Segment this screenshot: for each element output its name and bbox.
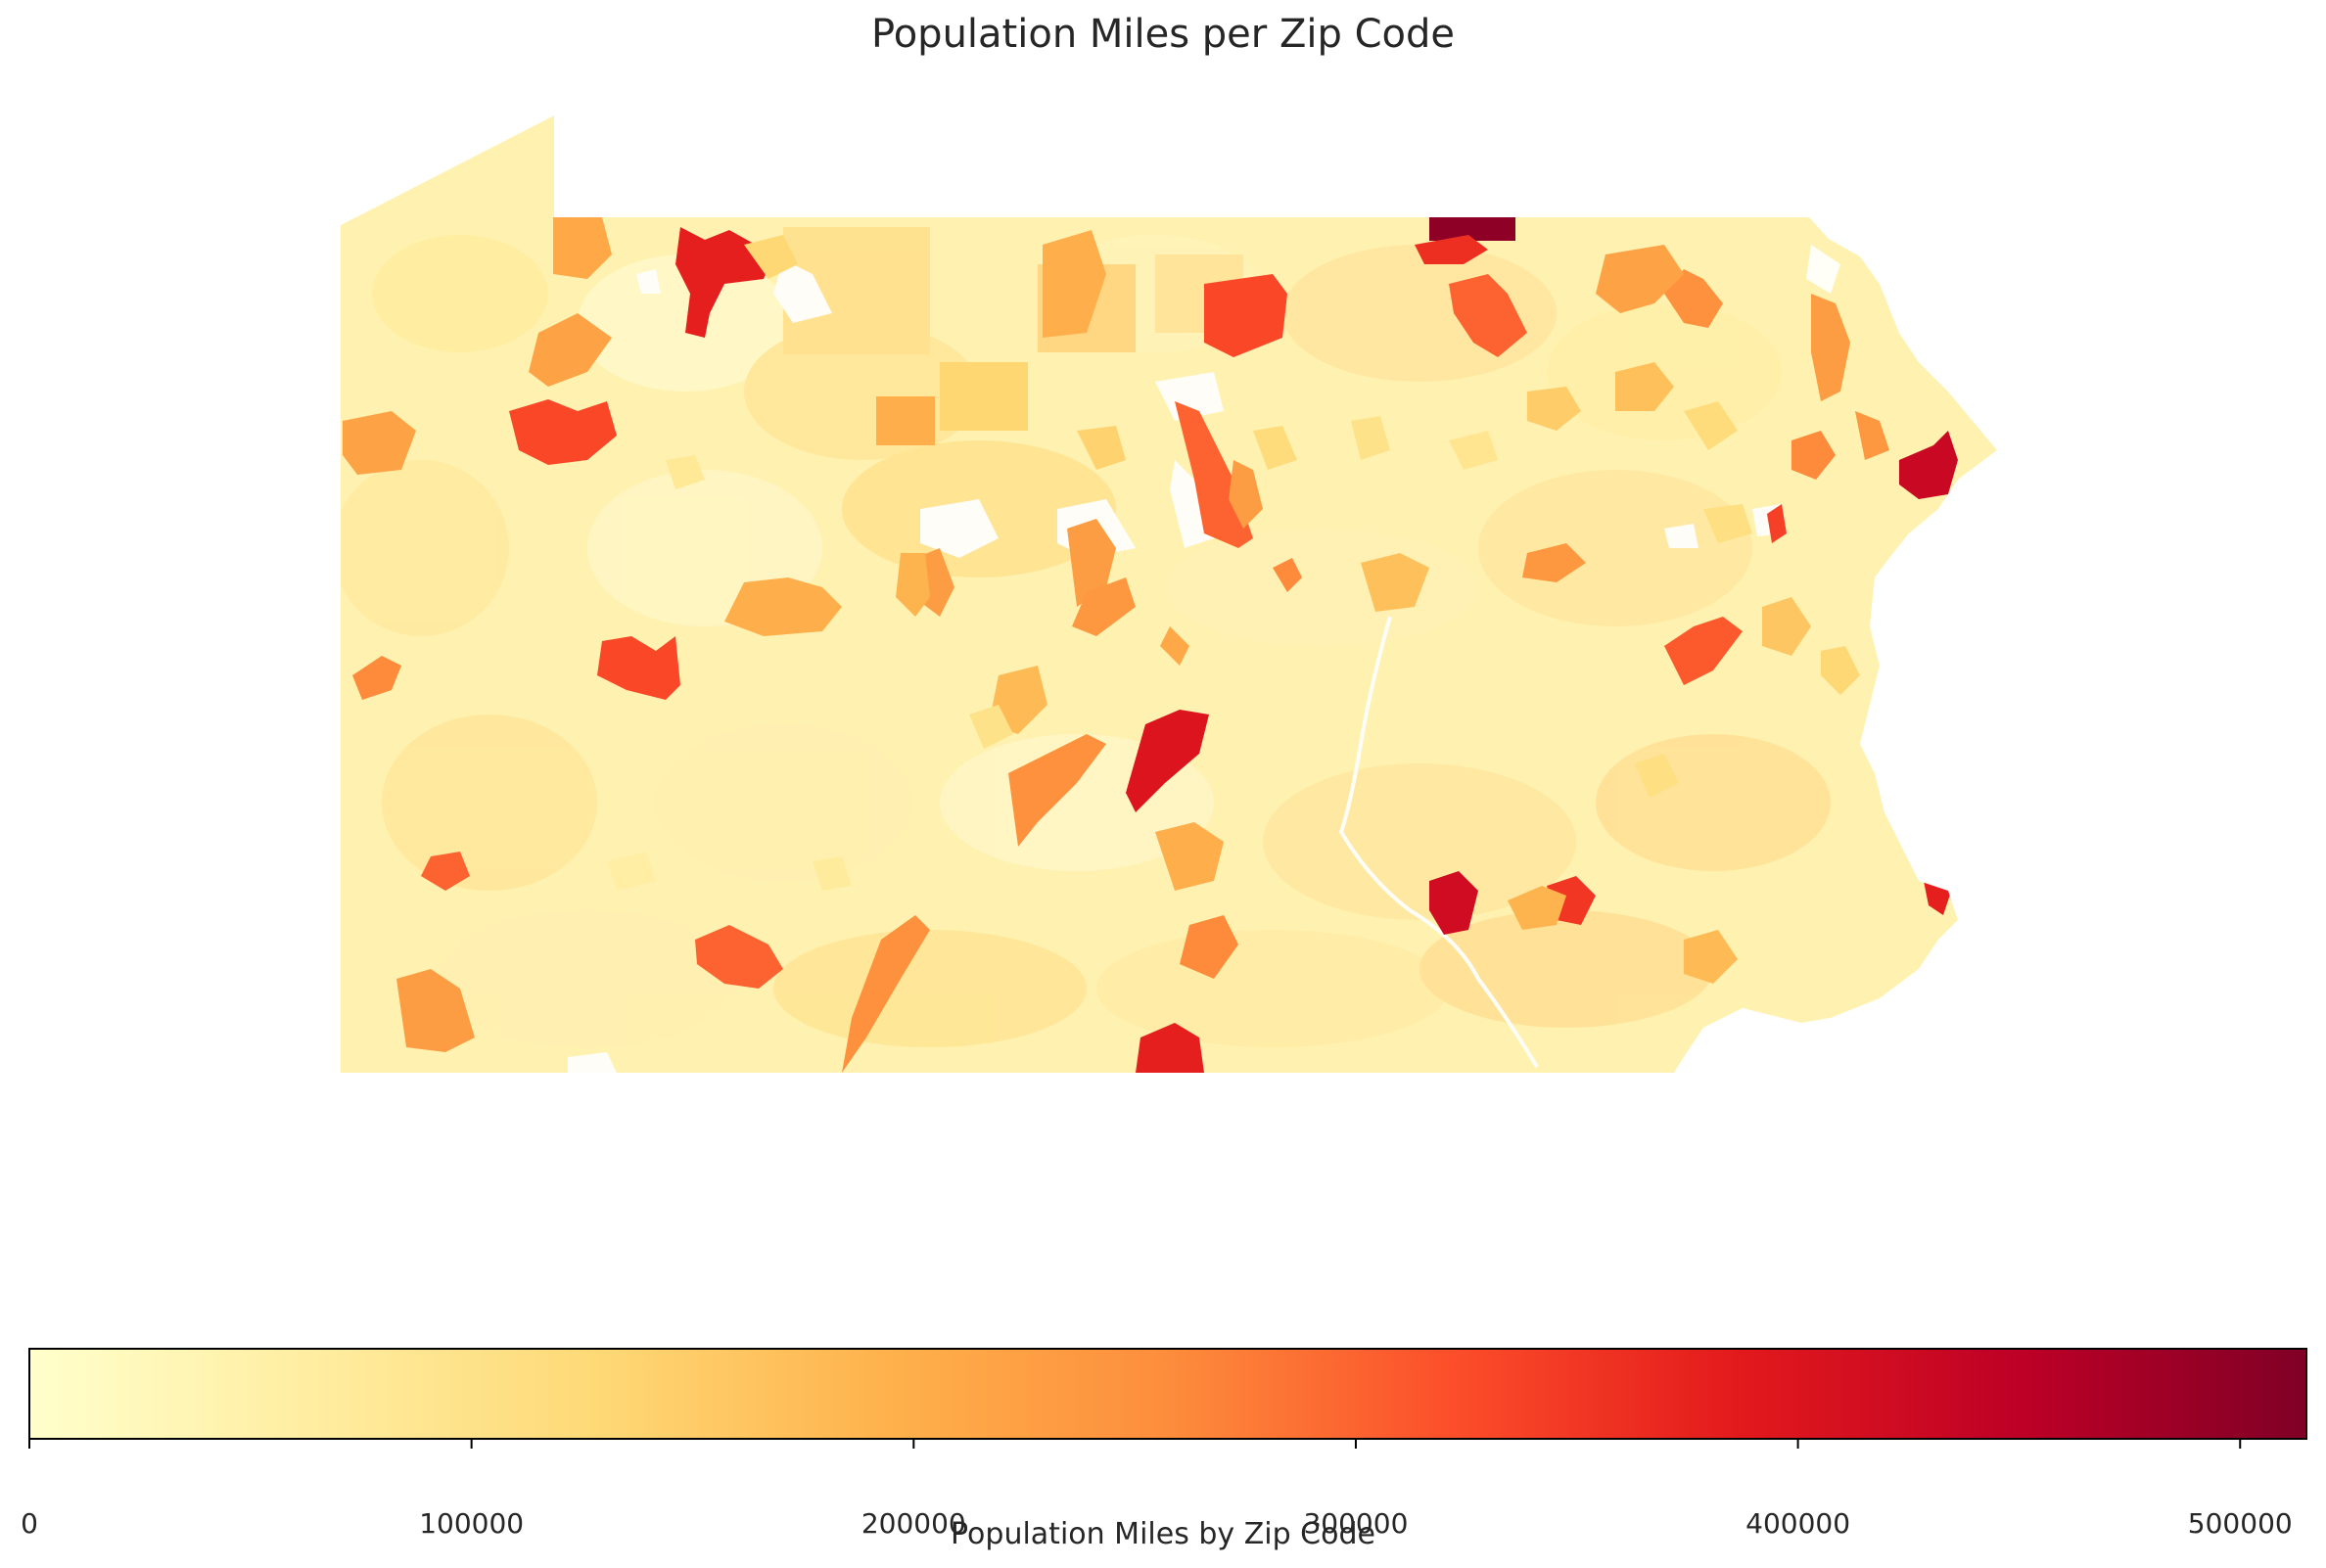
zip-area-35 [553,217,612,279]
zip-area-49 [1615,362,1674,411]
zip-area-59 [607,852,656,891]
colorbar-tick-label: 500000 [2187,1507,2293,1540]
zip-area-57 [1449,431,1498,470]
zip-area-51 [1821,646,1860,695]
zip-area-6 [1449,274,1527,357]
colorbar-label: Population Miles by Zip Code [951,1517,1375,1551]
zip-area-63 [969,705,1013,749]
zip-area-12 [597,636,680,700]
zip-area-56 [1351,416,1390,460]
zip-area-27 [1273,558,1302,592]
colorbar-tick-label: 0 [21,1507,38,1540]
colorbar-tick-label: 100000 [419,1507,525,1540]
zip-area-31 [1811,294,1850,401]
zip-area-10 [1429,871,1478,935]
zip-area-52 [1527,387,1581,431]
zip-area-40 [1155,822,1224,891]
zip-area-7 [509,399,617,465]
zip-area-46 [1684,930,1738,984]
colorbar-tick-label: 200000 [861,1507,966,1540]
zip-area-58 [666,455,705,489]
zip-area-8 [1175,401,1253,548]
zip-area-55 [1253,426,1297,470]
zip-area-37 [529,313,612,387]
zip-area-18 [842,915,930,1073]
zip-area-61 [1635,754,1679,798]
zip-area-50 [1684,401,1738,450]
zip-area-60 [813,856,852,891]
zip-area-17 [1008,734,1106,847]
colorbar-tick-label: 300000 [1303,1507,1409,1540]
zip-area-24 [1072,577,1136,636]
zip-area-34 [1043,230,1106,338]
zip-area-9 [1126,710,1209,812]
zip-area-3 [675,227,773,338]
highlighted-zip-areas [343,217,1958,1073]
zip-area-30 [1664,269,1723,328]
state-outline [341,115,1997,1073]
zip-area-62 [744,235,798,279]
zip-area-45 [1508,886,1566,930]
zip-area-14 [1664,617,1743,685]
colorbar-tick-label: 400000 [1745,1507,1851,1540]
zip-area-42 [896,553,930,617]
zip-area-54 [1703,504,1752,543]
zip-area-48 [1762,597,1811,656]
chart-title: Population Miles per Zip Code [871,12,1455,57]
zip-area-21 [1791,431,1836,480]
zip-area-15 [1067,519,1116,607]
zip-area-41 [396,969,475,1052]
zip-area-47 [1361,553,1429,612]
zip-area-23 [1180,915,1238,979]
zip-area-20 [421,852,470,891]
zip-area-19 [1136,1023,1204,1073]
zip-area-39 [1160,626,1189,666]
zip-area-53 [1077,426,1126,470]
colorbar-ticks [28,1439,2242,1449]
zip-area-25 [1767,504,1787,543]
zip-area-33 [876,396,935,445]
zip-area-1 [1429,217,1515,241]
zip-area-38 [1855,411,1889,460]
zip-area-11 [695,925,783,989]
zip-area-26 [352,656,401,700]
colorbar [28,1348,2307,1449]
zip-area-16 [1229,460,1263,529]
zip-area-44 [724,577,842,636]
colorbar-gradient [28,1348,2307,1440]
zip-area-29 [1522,543,1586,582]
zip-area-2 [1899,431,1958,499]
zip-area-22 [1415,235,1488,264]
zip-area-32 [1596,245,1684,313]
zip-area-5 [1204,274,1287,357]
zip-area-36 [343,411,416,475]
